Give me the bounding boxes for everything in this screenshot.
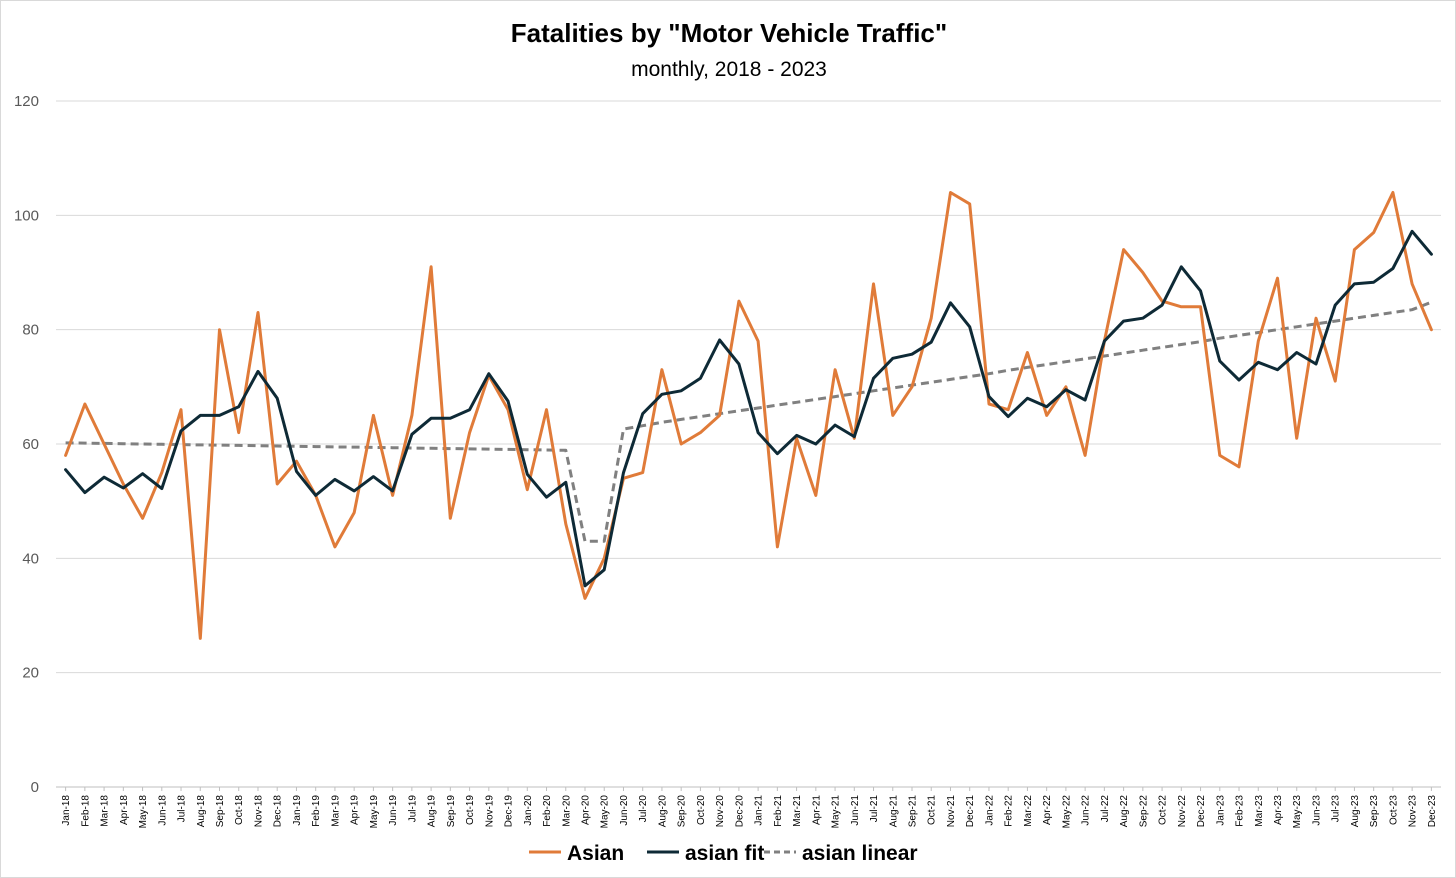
y-axis-tick-labels: 0 20 40 60 80 100 120 [14, 93, 39, 796]
x-tick-label: May-18 [138, 795, 149, 829]
x-tick-label: Sep-22 [1138, 795, 1149, 828]
y-tick-label: 60 [22, 436, 39, 453]
x-tick-label: Oct-23 [1388, 795, 1399, 825]
x-tick-label: Nov-18 [253, 795, 264, 828]
x-tick-label: Mar-20 [561, 795, 572, 827]
x-tick-label: May-23 [1292, 795, 1303, 829]
y-tick-label: 0 [31, 779, 39, 796]
x-tick-label: Aug-18 [196, 795, 207, 828]
x-tick-label: May-19 [369, 795, 380, 829]
x-tick-label: Dec-20 [734, 795, 745, 828]
x-tick-label: Sep-20 [677, 795, 688, 828]
x-tick-label: Dec-21 [965, 795, 976, 828]
x-tick-label: Oct-18 [234, 795, 245, 825]
x-tick-label: Apr-19 [350, 795, 361, 825]
x-tick-label: Nov-22 [1177, 795, 1188, 828]
x-tick-label: May-22 [1061, 795, 1072, 829]
series-line-asian [64, 191, 1433, 640]
y-tick-label: 120 [14, 93, 39, 110]
x-tick-label: Feb-19 [311, 795, 322, 827]
x-tick-label: Feb-20 [542, 795, 553, 827]
gridlines [56, 100, 1441, 791]
legend-label: Asian [567, 842, 624, 865]
x-tick-label: Jan-19 [292, 795, 303, 826]
x-tick-label: Dec-18 [273, 795, 284, 828]
x-tick-label: Jun-22 [1081, 795, 1092, 826]
x-tick-label: Mar-22 [1023, 795, 1034, 827]
x-tick-label: Oct-19 [465, 795, 476, 825]
y-tick-label: 40 [22, 550, 39, 567]
x-tick-label: Mar-23 [1254, 795, 1265, 827]
legend: Asian asian fit asian linear [529, 842, 918, 865]
x-tick-label: Aug-19 [427, 795, 438, 828]
x-tick-label: Nov-20 [715, 795, 726, 828]
x-tick-label: Aug-20 [657, 795, 668, 828]
x-tick-label: Apr-18 [119, 795, 130, 825]
x-tick-label: Jan-21 [754, 795, 765, 826]
x-tick-label: Jul-21 [869, 795, 880, 823]
x-tick-label: Jan-22 [984, 795, 995, 826]
x-tick-label: Mar-18 [100, 795, 111, 827]
x-tick-label: Mar-19 [330, 795, 341, 827]
x-tick-label: Dec-19 [504, 795, 515, 828]
x-tick-label: Jun-19 [388, 795, 399, 826]
x-tick-label: Sep-21 [908, 795, 919, 828]
chart-subtitle: monthly, 2018 - 2023 [631, 58, 827, 81]
x-tick-label: Dec-22 [1196, 795, 1207, 828]
x-tick-label: Nov-23 [1408, 795, 1419, 828]
y-tick-label: 20 [22, 665, 39, 682]
x-tick-label: Jun-18 [157, 795, 168, 826]
x-tick-label: Mar-21 [792, 795, 803, 827]
x-tick-label: Feb-22 [1004, 795, 1015, 827]
x-tick-label: Jan-20 [523, 795, 534, 826]
x-tick-label: Nov-19 [484, 795, 495, 828]
x-tick-label: Jan-18 [61, 795, 72, 826]
x-axis-tick-labels: Jan-18 Feb-18 Mar-18 Apr-18 May-18 Jun-18 Jul-… [61, 795, 1438, 829]
x-tick-label: Apr-22 [1042, 795, 1053, 825]
x-tick-label: Jul-19 [407, 795, 418, 823]
x-tick-label: Jun-23 [1311, 795, 1322, 826]
series-lines [64, 191, 1433, 640]
x-tick-label: Jul-23 [1331, 795, 1342, 823]
x-tick-label: Jul-20 [638, 795, 649, 823]
x-tick-label: Jul-22 [1100, 795, 1111, 823]
x-tick-label: Jul-18 [177, 795, 188, 823]
x-tick-label: May-20 [600, 795, 611, 829]
x-tick-label: Jun-20 [619, 795, 630, 826]
x-tick-label: Sep-23 [1369, 795, 1380, 828]
x-tick-label: Aug-23 [1350, 795, 1361, 828]
chart-title: Fatalities by "Motor Vehicle Traffic" [511, 18, 947, 48]
x-tick-label: Apr-23 [1273, 795, 1284, 825]
x-tick-label: Sep-18 [215, 795, 226, 828]
y-tick-label: 80 [22, 322, 39, 339]
x-tick-label: Aug-21 [888, 795, 899, 828]
legend-label: asian linear [802, 842, 918, 865]
x-tick-label: Aug-22 [1119, 795, 1130, 828]
x-tick-label: Feb-23 [1235, 795, 1246, 827]
x-tick-label: Jan-23 [1215, 795, 1226, 826]
x-tick-label: May-21 [831, 795, 842, 829]
y-tick-label: 100 [14, 207, 39, 224]
series-line-asian-linear [65, 300, 1432, 543]
x-tick-label: Feb-18 [80, 795, 91, 827]
x-tick-label: Jun-21 [850, 795, 861, 826]
x-tick-label: Oct-22 [1158, 795, 1169, 825]
x-tick-label: Sep-19 [446, 795, 457, 828]
x-tick-label: Apr-20 [580, 795, 591, 825]
x-tick-label: Apr-21 [811, 795, 822, 825]
x-tick-label: Dec-23 [1427, 795, 1438, 828]
legend-label: asian fit [685, 842, 764, 865]
x-tick-label: Nov-21 [946, 795, 957, 828]
series-line-asian-fit [64, 229, 1433, 588]
x-tick-label: Oct-20 [696, 795, 707, 825]
x-tick-label: Feb-21 [773, 795, 784, 827]
x-tick-label: Oct-21 [927, 795, 938, 825]
